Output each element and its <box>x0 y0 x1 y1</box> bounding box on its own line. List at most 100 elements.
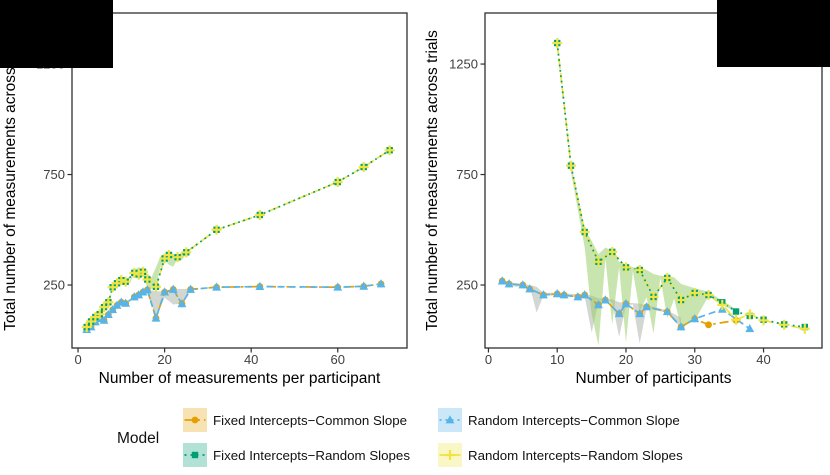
marker-plus <box>142 274 153 285</box>
marker-triangle <box>99 315 109 324</box>
marker-triangle <box>359 281 369 290</box>
legend-key-marker <box>191 451 199 459</box>
marker-triangle <box>600 295 610 304</box>
x-tick-label: 60 <box>331 352 345 367</box>
marker-plus <box>172 252 183 263</box>
marker-triangle <box>662 306 672 316</box>
marker-triangle <box>621 299 631 308</box>
redaction-box-right <box>717 0 830 67</box>
marker-triangle <box>518 280 528 289</box>
legend-key-glyph <box>439 415 461 424</box>
marker-circle <box>705 321 712 329</box>
marker-plus <box>676 295 687 306</box>
x-axis-title: Number of measurements per participant <box>99 370 381 387</box>
x-tick-label: 0 <box>74 352 81 367</box>
legend-item-random-intercepts-random-slopes: Random Intercepts−Random Slopes <box>438 443 683 467</box>
marker-triangle <box>142 285 152 294</box>
marker-plus <box>211 224 222 235</box>
legend-item-label: Random Intercepts−Random Slopes <box>468 447 683 463</box>
marker-plus <box>254 209 265 220</box>
marker-plus <box>634 264 645 275</box>
legend-item-random-intercepts-common-slope: Random Intercepts−Common Slope <box>438 408 683 432</box>
redaction-box-left <box>0 0 113 68</box>
x-tick-label: 40 <box>756 352 770 367</box>
marker-plus <box>689 287 700 298</box>
legend-key-marker <box>445 415 455 424</box>
marker-triangle <box>745 323 755 333</box>
legend-key-glyph <box>184 451 206 459</box>
dual-panel-chart: 0 20 40 60 250 750 1250 Number of measurements … <box>2 12 823 387</box>
y-tick-label: 250 <box>456 278 478 293</box>
marker-plus <box>744 309 755 320</box>
marker-plus <box>150 281 161 292</box>
marker-triangle <box>333 282 343 291</box>
marker-triangle <box>103 309 113 319</box>
x-tick-label: 40 <box>244 352 258 367</box>
marker-square <box>732 308 740 315</box>
marker-plus <box>163 249 174 260</box>
legend-key-glyph <box>439 450 461 460</box>
marker-triangle <box>376 279 386 288</box>
marker-triangle <box>580 290 590 299</box>
legend-key-circle-icon <box>183 408 207 432</box>
marker-triangle <box>504 279 514 288</box>
marker-triangle <box>138 287 148 296</box>
legend-title: Model <box>117 430 160 447</box>
marker-plus <box>779 319 790 330</box>
panel-border <box>71 12 408 349</box>
y-tick-label: 750 <box>43 167 65 182</box>
marker-plus <box>662 272 673 283</box>
marker-plus <box>799 323 810 334</box>
marker-plus <box>648 291 659 302</box>
marker-triangle <box>255 281 265 290</box>
marker-plus <box>181 247 192 258</box>
marker-triangle <box>573 292 583 301</box>
marker-triangle <box>108 304 118 314</box>
panel-plot-area <box>81 145 395 334</box>
marker-triangle <box>676 322 686 331</box>
marker-triangle <box>594 300 603 309</box>
marker-triangle <box>134 290 144 299</box>
marker-plus <box>103 297 114 308</box>
legend-key-square-icon <box>183 443 207 467</box>
marker-triangle <box>186 284 195 293</box>
marker-triangle <box>497 276 507 285</box>
x-tick-label: 20 <box>619 352 633 367</box>
marker-triangle <box>552 289 562 298</box>
marker-triangle <box>121 298 131 307</box>
marker-plus <box>717 299 728 310</box>
y-axis-title: Total number of measurements across tria… <box>2 30 19 331</box>
marker-plus <box>579 226 590 237</box>
x-tick-label: 0 <box>485 352 492 367</box>
x-tick-label: 20 <box>157 352 171 367</box>
marker-triangle <box>177 299 187 308</box>
marker-triangle <box>168 284 178 293</box>
marker-plus <box>731 314 742 325</box>
marker-plus <box>593 256 604 267</box>
legend-key-marker <box>191 416 199 424</box>
marker-plus <box>565 160 576 171</box>
marker-triangle <box>559 290 569 299</box>
marker-plus <box>358 162 369 173</box>
x-axis-title: Number of participants <box>576 370 732 387</box>
marker-plus <box>94 309 105 320</box>
x-tick-label: 30 <box>688 352 702 367</box>
marker-plus <box>81 322 92 333</box>
y-tick-label: 750 <box>456 167 478 182</box>
marker-plus <box>552 38 563 49</box>
marker-plus <box>607 246 618 257</box>
legend-key-glyph <box>184 416 206 424</box>
marker-plus <box>620 262 631 273</box>
legend-key-plus-icon <box>438 443 462 467</box>
marker-triangle <box>151 313 161 322</box>
panel-plot-area <box>497 38 810 346</box>
marker-plus <box>703 289 714 300</box>
x-tick-label: 10 <box>550 352 564 367</box>
legend-item-fixed-intercepts-common-slope: Fixed Intercepts−Common Slope <box>183 408 438 432</box>
marker-plus <box>120 276 131 287</box>
marker-triangle <box>160 287 170 296</box>
legend-key-triangle-icon <box>438 408 462 432</box>
marker-triangle <box>112 300 122 309</box>
ribbon-random-slopes-range <box>571 163 736 346</box>
